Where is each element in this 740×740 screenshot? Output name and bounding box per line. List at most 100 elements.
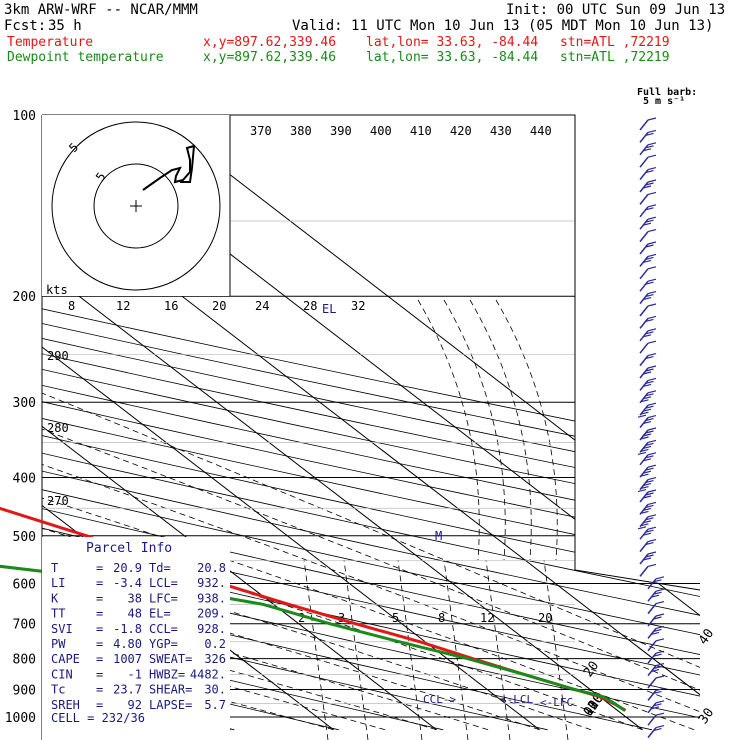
barb-staff [647, 665, 657, 677]
barb-flag [647, 229, 657, 233]
barb-flag [647, 452, 657, 456]
wind-barb [647, 700, 665, 714]
barb-staff [639, 193, 649, 205]
chart-frame [42, 114, 701, 591]
barb-flag [653, 628, 662, 632]
dry-adiabat [42, 115, 700, 731]
theta-left-label: 290 [47, 349, 69, 363]
moist-adiabat [42, 295, 700, 731]
ccl-marker: CCL-> [423, 693, 456, 706]
barb-staff [639, 342, 649, 354]
barb-staff [639, 355, 649, 367]
theta-label: 390 [330, 124, 352, 138]
wind-barb [639, 278, 657, 292]
pressure-label: 700 [13, 618, 36, 633]
dry-adiabat [42, 115, 700, 731]
parcel-l2: HWBZ= [149, 667, 185, 681]
wind-barb [639, 142, 657, 156]
parcel-l2: SHEAR= [149, 683, 192, 697]
theta-label: 370 [250, 124, 272, 138]
barb-staff [639, 417, 649, 429]
parcel-l2: SWEAT= [149, 652, 192, 666]
barb-flag [642, 445, 652, 449]
temperature-station: stn=ATL ,72219 [560, 35, 670, 50]
wind-barb [637, 439, 657, 455]
parcel-equals: = [96, 667, 103, 681]
parcel-v1: 20.9 [113, 561, 142, 575]
barb-staff [647, 640, 657, 652]
barb-flag [642, 495, 652, 499]
wind-barb [639, 539, 657, 553]
parcel-v1: -3.4 [113, 576, 142, 590]
barb-staff [639, 280, 649, 292]
parcel-l1: T [51, 561, 58, 575]
dry-adiabat [42, 115, 444, 731]
barb-flag [647, 365, 657, 369]
pressure-label: 500 [13, 530, 36, 545]
mixing-ratio-label: 24 [255, 299, 269, 313]
wind-barb [639, 179, 657, 193]
barb-flag [655, 588, 665, 592]
barb-flag [645, 182, 654, 186]
side-isotherm-label: 30 [696, 706, 717, 727]
moist-adiabat [42, 295, 386, 731]
pressure-label: 1000 [5, 711, 36, 726]
barb-flag [645, 504, 654, 508]
barb-staff [639, 119, 649, 131]
wind-barb [639, 315, 657, 329]
barb-legend-title: Full barb: [637, 87, 697, 98]
dry-adiabat [42, 115, 548, 731]
barb-flag [647, 129, 657, 133]
parcel-info-title: Parcel Info [86, 541, 172, 556]
parcel-l1: CIN [51, 667, 73, 681]
barb-staff [647, 677, 657, 689]
upper-mixing-curve [469, 299, 532, 561]
barb-flag [647, 142, 657, 146]
barb-flag [642, 433, 652, 437]
barb-flag [642, 297, 652, 301]
barb-flag [653, 728, 662, 732]
barb-flag [645, 170, 654, 174]
wind-barb [639, 340, 657, 354]
barb-staff [647, 652, 657, 664]
valid-time: Valid: 11 UTC Mon 10 Jun 13 (05 MDT Mon … [292, 18, 714, 34]
wind-barb [647, 663, 665, 677]
wind-barb [639, 452, 657, 466]
barb-staff [639, 144, 649, 156]
barb-flag [647, 216, 657, 220]
lower-mixing-ratio-label: 2 [298, 611, 305, 625]
wind-barb [639, 216, 657, 230]
lower-mixing-ratio-label: 8 [438, 611, 445, 625]
barb-flag [637, 489, 647, 493]
dewpoint-xy: x,y=897.62,339.46 [203, 50, 337, 65]
barb-staff [647, 578, 657, 590]
barb-flag [642, 408, 652, 412]
theta-label: 430 [490, 124, 512, 138]
parcel-l1: LI [51, 576, 65, 590]
barb-flag [642, 507, 652, 511]
barb-staff [647, 615, 657, 627]
parcel-l1: Tc [51, 683, 65, 697]
lower-mixing-ratio-line [303, 559, 329, 740]
barb-flag [647, 439, 657, 443]
barb-flag [640, 510, 649, 514]
isotherm-line [42, 115, 437, 731]
barb-flag [642, 371, 652, 375]
parcel-equals: = [96, 698, 103, 712]
barb-flag [645, 418, 654, 422]
mixing-ratio-label: 20 [212, 299, 226, 313]
theta-label: 400 [370, 124, 392, 138]
pressure-label: 200 [13, 290, 36, 305]
pressure-label: 100 [13, 109, 36, 124]
dewpoint-profile [0, 564, 626, 712]
barb-flag [637, 526, 647, 530]
lfc-marker: <-LFC [540, 696, 573, 709]
m-marker: M [435, 529, 442, 543]
barb-staff [639, 231, 649, 243]
parcel-equals: = [96, 576, 103, 590]
side-isotherm-label: 40 [696, 626, 717, 647]
barb-flag [645, 356, 654, 360]
mixing-ratio-label: 16 [164, 299, 178, 313]
barb-flag [647, 539, 657, 543]
wind-barb [647, 725, 665, 739]
